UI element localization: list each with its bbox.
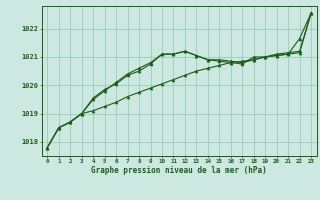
X-axis label: Graphe pression niveau de la mer (hPa): Graphe pression niveau de la mer (hPa) [91, 166, 267, 175]
